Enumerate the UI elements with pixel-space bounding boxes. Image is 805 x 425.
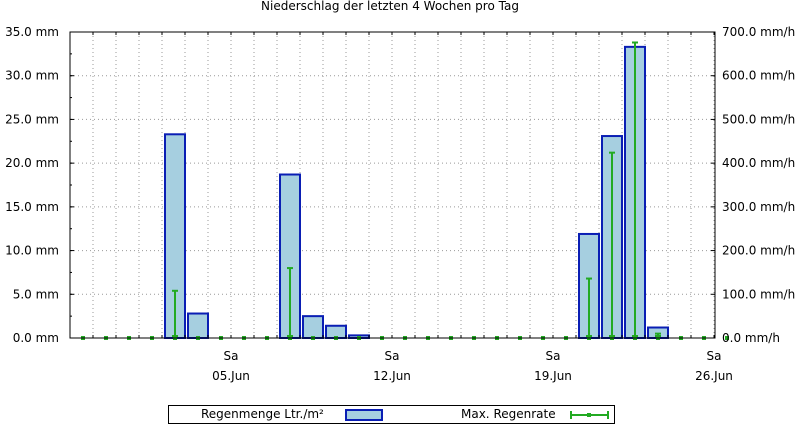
legend-swatch-precipitation — [345, 409, 383, 421]
y-right-tick-label: 300.0 mm/h — [722, 200, 795, 214]
max-rate-point — [725, 336, 729, 340]
y-left-tick-label: 10.0 mm — [5, 244, 59, 258]
y-right-tick-label: 700.0 mm/h — [722, 25, 795, 39]
y-right-tick-label: 100.0 mm/h — [722, 287, 795, 301]
y-left-tick-label: 15.0 mm — [5, 200, 59, 214]
y-right-tick-label: 600.0 mm/h — [722, 69, 795, 83]
x-tick-label-date: 19.Jun — [534, 369, 572, 383]
y-right-tick-label: 0.0 mm/h — [722, 331, 780, 345]
y-right-tick-label: 500.0 mm/h — [722, 112, 795, 126]
y-right-tick-label: 400.0 mm/h — [722, 156, 795, 170]
x-tick-label-date: 12.Jun — [373, 369, 411, 383]
x-tick-label-date: 26.Jun — [695, 369, 733, 383]
y-left-tick-label: 0.0 mm — [13, 331, 59, 345]
y-right-tick-label: 200.0 mm/h — [722, 244, 795, 258]
x-tick-label-weekday: Sa — [224, 349, 239, 363]
legend-label-precipitation: Regenmenge Ltr./m² — [201, 407, 324, 421]
chart-title: Niederschlag der letzten 4 Wochen pro Ta… — [261, 0, 519, 13]
legend: Regenmenge Ltr./m² Max. Regenrate — [168, 405, 615, 424]
y-left-tick-label: 20.0 mm — [5, 156, 59, 170]
x-tick-label-weekday: Sa — [546, 349, 561, 363]
x-tick-label-date: 05.Jun — [212, 369, 250, 383]
precipitation-bar — [187, 312, 209, 339]
x-tick-label-weekday: Sa — [707, 349, 722, 363]
y-left-tick-label: 5.0 mm — [13, 287, 59, 301]
y-left-tick-label: 35.0 mm — [5, 25, 59, 39]
axis-layer: 0.0 mm 0.0 mm/h 5.0 mm 100.0 mm/h 10.0 mm 200… — [5, 25, 795, 383]
x-tick-label-weekday: Sa — [385, 349, 400, 363]
bars-layer — [164, 45, 669, 340]
y-left-tick-label: 30.0 mm — [5, 69, 59, 83]
legend-swatch-max-rate — [570, 411, 609, 419]
precipitation-bar — [302, 315, 324, 339]
y-left-tick-label: 25.0 mm — [5, 112, 59, 126]
legend-label-max-rate: Max. Regenrate — [461, 407, 556, 421]
